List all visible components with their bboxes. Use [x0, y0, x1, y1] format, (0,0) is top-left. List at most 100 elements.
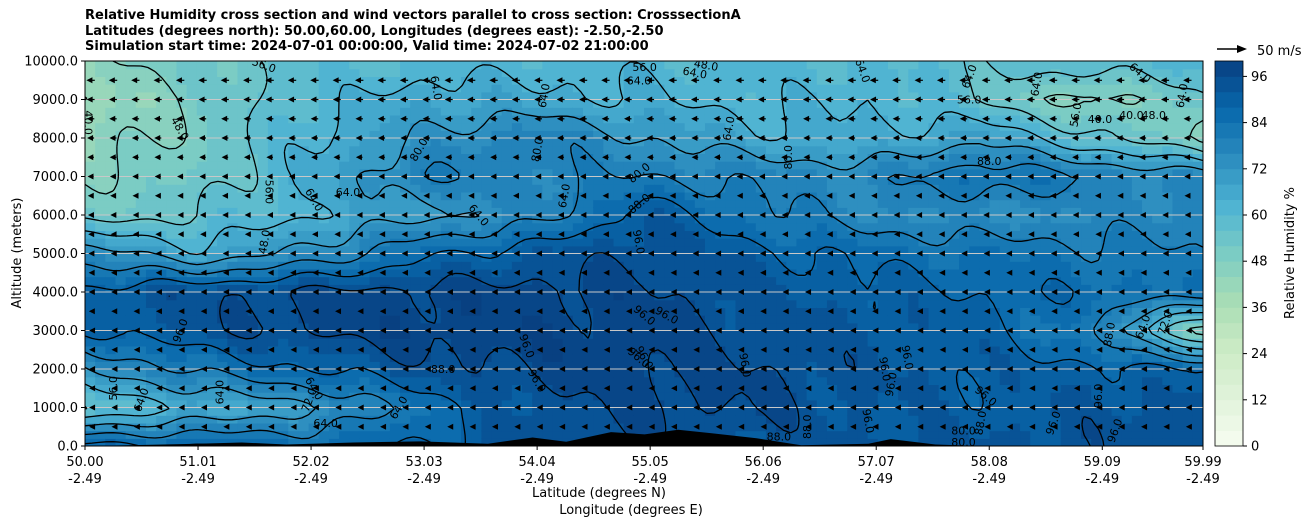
humidity-cell [847, 376, 859, 385]
humidity-cell [979, 222, 991, 231]
humidity-cell [847, 238, 859, 247]
humidity-cell [1070, 361, 1082, 370]
humidity-cell [765, 168, 777, 178]
humidity-cell [1081, 338, 1092, 347]
humidity-cell [532, 415, 543, 424]
humidity-cell [623, 407, 635, 416]
humidity-cell [593, 122, 604, 131]
humidity-cell [85, 91, 96, 101]
humidity-cell [1009, 91, 1021, 101]
humidity-cell [908, 253, 920, 262]
humidity-cell [1020, 191, 1031, 201]
humidity-cell [1081, 153, 1092, 162]
humidity-cell [644, 99, 655, 108]
humidity-cell [826, 315, 838, 324]
humidity-cell [318, 76, 330, 85]
humidity-cell [95, 168, 106, 178]
humidity-cell [877, 153, 889, 162]
humidity-cell [542, 430, 554, 439]
humidity-cell [349, 399, 361, 409]
humidity-cell [206, 384, 218, 393]
humidity-cell [816, 253, 828, 262]
humidity-cell [115, 338, 127, 347]
humidity-cell [735, 168, 747, 178]
humidity-cell [918, 145, 930, 154]
humidity-cell [115, 122, 127, 131]
humidity-cell [135, 199, 147, 208]
humidity-cell [85, 84, 96, 93]
humidity-cell [1081, 276, 1092, 285]
humidity-cell [918, 430, 930, 439]
humidity-cell [481, 76, 493, 85]
humidity-cell [1060, 245, 1072, 255]
humidity-cell [522, 199, 533, 208]
humidity-cell [765, 91, 777, 101]
humidity-cell [816, 238, 828, 247]
humidity-cell [1050, 430, 1062, 439]
humidity-cell [806, 153, 818, 162]
humidity-cell [440, 315, 452, 324]
humidity-cell [400, 407, 411, 416]
humidity-cell [583, 91, 594, 101]
humidity-cell [674, 222, 686, 231]
humidity-cell [339, 276, 350, 285]
humidity-cell [684, 407, 696, 416]
humidity-cell [1040, 353, 1052, 362]
humidity-cell [959, 99, 970, 108]
humidity-cell [308, 353, 320, 362]
humidity-cell [776, 330, 787, 339]
humidity-cell [318, 438, 330, 446]
humidity-cell [389, 184, 401, 193]
humidity-cell [704, 369, 716, 378]
humidity-cell [908, 184, 920, 193]
humidity-cell [715, 292, 726, 301]
humidity-cell [206, 438, 218, 446]
humidity-cell [247, 322, 259, 332]
humidity-cell [349, 215, 361, 224]
humidity-cell [745, 253, 757, 262]
humidity-cell [105, 68, 117, 77]
humidity-cell [623, 61, 635, 70]
humidity-cell [420, 184, 432, 193]
humidity-cell [1070, 99, 1082, 108]
humidity-cell [776, 276, 787, 285]
humidity-cell [349, 430, 361, 439]
humidity-cell [257, 361, 269, 370]
humidity-cell [328, 261, 340, 270]
humidity-cell [206, 153, 218, 162]
humidity-cell [430, 191, 442, 201]
humidity-cell [826, 299, 838, 308]
humidity-cell [786, 99, 798, 108]
humidity-cell [115, 145, 127, 154]
humidity-cell [593, 353, 604, 362]
humidity-cell [166, 184, 178, 193]
humidity-cell [400, 369, 411, 378]
humidity-cell [125, 253, 137, 262]
humidity-cell [989, 284, 1001, 293]
humidity-cell [532, 369, 543, 378]
humidity-cell [95, 215, 106, 224]
humidity-cell [349, 307, 361, 316]
humidity-cell [796, 138, 808, 147]
humidity-cell [440, 415, 452, 424]
humidity-cell [308, 238, 320, 247]
humidity-cell [267, 330, 279, 339]
humidity-cell [877, 307, 889, 316]
humidity-cell [704, 130, 716, 139]
humidity-cell [694, 184, 706, 193]
humidity-cell [1091, 176, 1102, 185]
humidity-cell [583, 369, 594, 378]
humidity-cell [369, 238, 381, 247]
humidity-cell [715, 184, 726, 193]
humidity-cell [95, 299, 106, 308]
humidity-cell [765, 407, 777, 416]
humidity-cell [623, 138, 635, 147]
humidity-cell [857, 61, 869, 70]
humidity-cell [461, 245, 472, 255]
humidity-cell [532, 315, 543, 324]
humidity-cell [806, 315, 818, 324]
humidity-cell [410, 222, 421, 231]
humidity-cell [674, 361, 686, 370]
humidity-cell [359, 215, 371, 224]
humidity-cell [532, 353, 543, 362]
